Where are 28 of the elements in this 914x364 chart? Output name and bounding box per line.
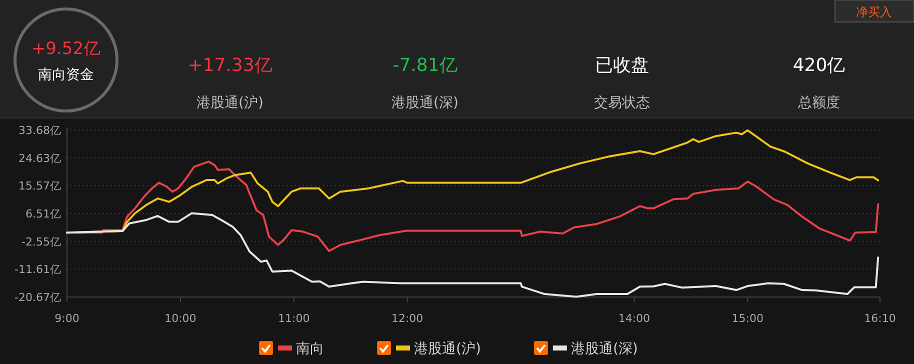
legend-label: 港股通(沪) <box>414 341 481 357</box>
y-tick-label: -2.55亿 <box>22 235 61 248</box>
y-tick-label: 15.57亿 <box>18 180 61 193</box>
legend-label: 南向 <box>296 341 324 357</box>
legend-label: 港股通(深) <box>570 341 638 357</box>
x-tick-label: 14:00 <box>618 312 650 325</box>
y-tick-label: -11.61亿 <box>14 263 61 276</box>
text: 港股通(深) <box>392 95 458 111</box>
text: 港股通(沪) <box>196 95 264 111</box>
y-tick-label: 24.63亿 <box>18 152 61 165</box>
y-tick-label: 33.68亿 <box>18 124 61 137</box>
text: 交易状态 <box>594 95 650 111</box>
x-tick-label: 12:00 <box>391 312 424 325</box>
text: 420亿 <box>792 55 846 76</box>
x-tick-label: 9:00 <box>54 312 80 325</box>
text: 净买入 <box>856 5 892 19</box>
x-tick-label: 15:00 <box>732 312 764 325</box>
y-tick-label: 6.51亿 <box>26 207 61 220</box>
text: 南向资金 <box>38 67 94 83</box>
x-tick-label: 16:10 <box>864 312 896 325</box>
y-tick-label: -20.67亿 <box>14 291 61 304</box>
x-tick-label: 10:00 <box>164 312 196 325</box>
text: 已收盘 <box>595 55 649 76</box>
text: +9.52亿 <box>31 39 101 59</box>
text: 总额度 <box>797 95 840 111</box>
x-tick-label: 11:00 <box>278 312 310 325</box>
text: -7.81亿 <box>392 55 458 76</box>
text: +17.33亿 <box>188 55 272 76</box>
